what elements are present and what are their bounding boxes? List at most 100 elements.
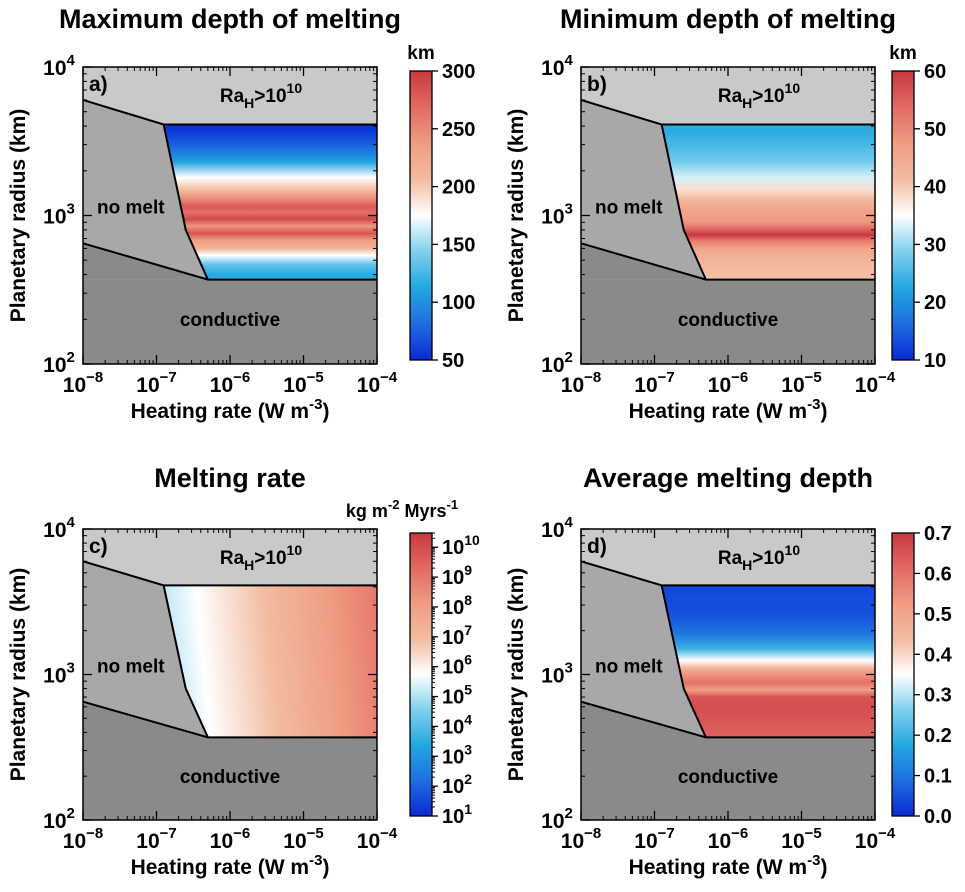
panel-label: c) [89, 535, 108, 558]
colorbar-tick-label: 102 [442, 771, 472, 798]
region-label-conductive: conductive [180, 767, 280, 788]
boundary-no-melt [660, 585, 707, 738]
region-conductive [581, 279, 875, 364]
y-tick-label: 103 [43, 660, 75, 688]
panel-c: 10−8 10−7 10−6 10−5 10−4 102 103 104 Heating rat… [7, 463, 480, 879]
chart-title: Minimum depth of melting [560, 4, 896, 34]
melt-field [661, 124, 875, 280]
panel-label: d) [587, 535, 607, 558]
x-tick-label: 10−7 [136, 825, 176, 853]
region-label-conductive: conductive [678, 767, 778, 788]
panel-d: 10−8 10−7 10−6 10−5 10−4 102 103 104 Heating rat… [505, 463, 953, 879]
y-tick-label: 102 [43, 805, 75, 833]
colorbar-tick-label: 0.3 [924, 685, 952, 707]
colorbar-tick-label: 1010 [442, 532, 480, 559]
boundary-conductive [580, 700, 875, 739]
y-axis-label: Planetary radius (km) [7, 568, 30, 782]
colorbar: 0.0 0.1 0.2 0.3 0.4 0.5 0.6 0.7 [891, 523, 953, 828]
colorbar-tick-label: 109 [442, 562, 472, 589]
colorbar: 10 20 30 40 50 60 km [889, 43, 946, 372]
x-tick-label: 10−8 [561, 825, 601, 853]
chart-title: Melting rate [154, 463, 306, 493]
colorbar-tick-label: 107 [442, 622, 472, 649]
y-tick-label: 104 [541, 52, 573, 80]
panel-b: 10−8 10−7 10−6 10−5 10−4 102 103 104 Heating rat… [505, 4, 946, 423]
region-label-no-melt: no melt [595, 657, 663, 678]
x-tick-label: 10−7 [634, 825, 674, 853]
melt-field [163, 124, 377, 280]
colorbar-tick-label: 10 [924, 350, 946, 372]
colorbar-tick-label: 104 [442, 711, 472, 738]
colorbar-tick-label: 250 [442, 119, 475, 141]
boundary-no-melt [162, 585, 209, 738]
colorbar-tick-label: 50 [924, 119, 946, 141]
colorbar-tick-label: 0.6 [924, 563, 952, 585]
axis-ticks [580, 528, 876, 821]
boundary-conductive [580, 242, 875, 281]
x-tick-label: 10−7 [136, 369, 176, 397]
colorbar-tick-label: 60 [924, 61, 946, 83]
region-label-conductive: conductive [180, 310, 280, 331]
y-tick-label: 102 [541, 805, 573, 833]
x-tick-label: 10−5 [283, 825, 323, 853]
region-no-melt [83, 561, 208, 738]
panel-label: b) [587, 73, 607, 96]
colorbar-tick-label: 200 [442, 177, 475, 199]
y-tick-label: 104 [43, 514, 75, 542]
colorbar-tick-label: 50 [442, 350, 464, 372]
region-no-melt [581, 561, 706, 738]
colorbar-tick-label: 150 [442, 234, 475, 256]
colorbar-tick-label: 0.0 [924, 806, 952, 828]
x-tick-label: 10−4 [855, 825, 896, 853]
boundary-conductive [82, 700, 377, 739]
x-tick-label: 10−6 [708, 369, 748, 397]
axis-ticks [82, 66, 378, 365]
colorbar-tick-label: 0.2 [924, 725, 952, 747]
x-axis-label: Heating rate (W m-3) [131, 396, 330, 423]
y-tick-label: 104 [43, 52, 75, 80]
x-tick-label: 10−5 [283, 369, 323, 397]
x-tick-label: 10−6 [708, 825, 748, 853]
boundary-no-melt [660, 124, 707, 281]
chart-title: Average melting depth [583, 463, 873, 493]
melt-field [661, 585, 875, 738]
x-tick-label: 10−8 [63, 369, 103, 397]
y-tick-label: 102 [43, 349, 75, 377]
colorbar-tick-label: 20 [924, 292, 946, 314]
colorbar-tick-label: 40 [924, 177, 946, 199]
colorbar-tick-label: 106 [442, 652, 472, 679]
region-label-no-melt: no melt [97, 198, 165, 219]
x-tick-label: 10−4 [357, 369, 398, 397]
region-label-conductive: conductive [678, 310, 778, 331]
chart-title: Maximum depth of melting [59, 4, 401, 34]
region-no-melt [581, 99, 706, 280]
axis-ticks [82, 528, 378, 821]
colorbar-tick-label: 105 [442, 682, 472, 709]
x-axis-label: Heating rate (W m-3) [629, 396, 828, 423]
colorbar-unit: km [407, 43, 434, 64]
x-tick-label: 10−5 [781, 825, 821, 853]
colorbar-tick-label: 103 [442, 741, 472, 768]
x-tick-label: 10−4 [357, 825, 398, 853]
y-axis-label: Planetary radius (km) [7, 109, 30, 323]
colorbar-unit: kg m-2 Myrs-1 [346, 497, 458, 521]
y-tick-label: 104 [541, 514, 573, 542]
colorbar-tick-label: 0.1 [924, 766, 952, 788]
region-label-no-melt: no melt [97, 657, 165, 678]
y-tick-label: 103 [541, 201, 573, 229]
melt-field [163, 585, 377, 738]
region-conductive [83, 279, 377, 364]
panel-a: 10−8 10−7 10−6 10−5 10−4 102 103 104 Heating rat… [7, 4, 475, 423]
x-axis-label: Heating rate (W m-3) [629, 852, 828, 879]
colorbar-tick-label: 30 [924, 234, 946, 256]
colorbar-tick-label: 100 [442, 292, 475, 314]
x-tick-label: 10−4 [855, 369, 896, 397]
region-no-melt [83, 99, 208, 280]
y-tick-label: 103 [541, 660, 573, 688]
boundary-conductive [82, 242, 377, 281]
y-tick-label: 103 [43, 201, 75, 229]
region-label-no-melt: no melt [595, 198, 663, 219]
region-conductive [581, 737, 875, 820]
colorbar-tick-label: 300 [442, 61, 475, 83]
